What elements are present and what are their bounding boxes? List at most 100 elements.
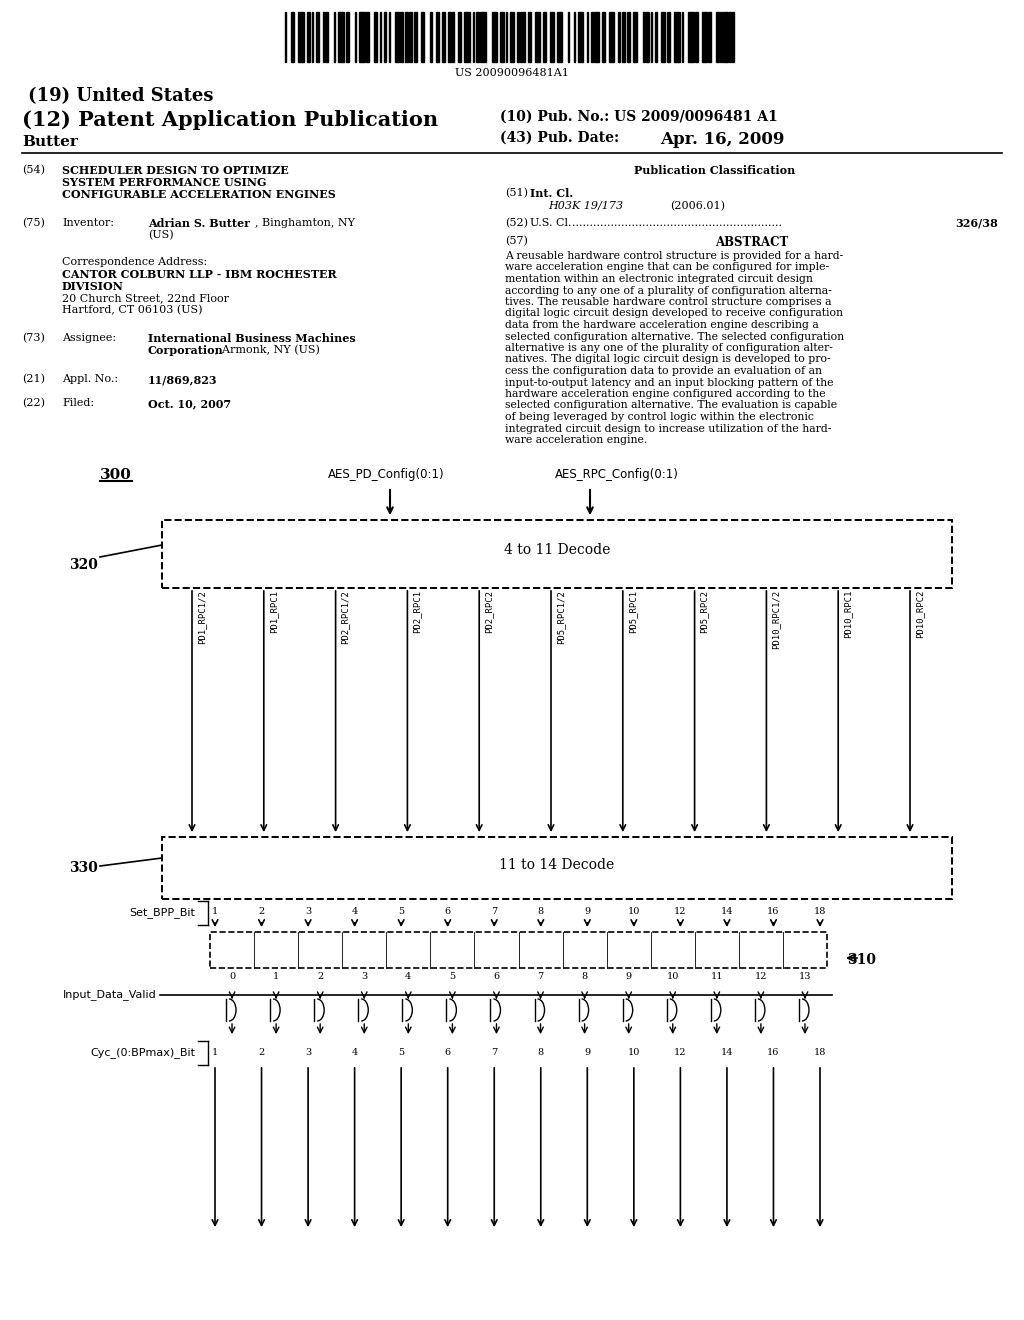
Bar — [646, 12, 649, 62]
Bar — [162, 837, 952, 899]
Bar — [520, 12, 522, 62]
Text: PD2_RPC1/2: PD2_RPC1/2 — [341, 590, 349, 644]
Text: 16: 16 — [767, 907, 779, 916]
Bar — [464, 12, 470, 62]
Bar — [536, 12, 540, 62]
Bar — [458, 12, 461, 62]
Bar — [359, 12, 365, 62]
Bar — [695, 12, 698, 62]
Text: AES_PD_Config(0:1): AES_PD_Config(0:1) — [328, 469, 444, 480]
Bar — [307, 12, 310, 62]
Text: mentation within an electronic integrated circuit design: mentation within an electronic integrate… — [505, 275, 813, 284]
Text: PD5_RPC1/2: PD5_RPC1/2 — [556, 590, 565, 644]
Bar — [400, 12, 403, 62]
Text: PD1_RPC1: PD1_RPC1 — [268, 590, 278, 634]
Text: 1: 1 — [273, 972, 280, 981]
Text: 300: 300 — [100, 469, 132, 482]
Text: 1: 1 — [212, 907, 218, 916]
Text: Int. Cl.: Int. Cl. — [530, 187, 573, 199]
Bar — [162, 520, 952, 587]
Text: PD10_RPC1: PD10_RPC1 — [843, 590, 852, 639]
Text: natives. The digital logic circuit design is developed to pro-: natives. The digital logic circuit desig… — [505, 355, 830, 364]
Bar — [602, 12, 605, 62]
Bar — [291, 12, 294, 62]
Text: 10: 10 — [667, 972, 679, 981]
Bar — [334, 12, 335, 62]
Text: Inventor:: Inventor: — [62, 218, 114, 228]
Bar — [702, 12, 707, 62]
Text: tives. The reusable hardware control structure comprises a: tives. The reusable hardware control str… — [505, 297, 831, 308]
Text: (51): (51) — [505, 187, 528, 198]
Text: US 20090096481A1: US 20090096481A1 — [455, 69, 569, 78]
Text: (75): (75) — [22, 218, 45, 228]
Text: , Binghamton, NY: , Binghamton, NY — [255, 218, 355, 228]
Text: ware acceleration engine.: ware acceleration engine. — [505, 436, 647, 445]
Text: (19) United States: (19) United States — [28, 87, 213, 106]
Bar — [587, 12, 589, 62]
Text: SCHEDULER DESIGN TO OPTIMIZE: SCHEDULER DESIGN TO OPTIMIZE — [62, 165, 289, 176]
Bar — [660, 12, 666, 62]
Text: Apr. 16, 2009: Apr. 16, 2009 — [660, 131, 784, 148]
Bar — [723, 12, 728, 62]
Text: 9: 9 — [585, 907, 591, 916]
Text: input-to-output latency and an input blocking pattern of the: input-to-output latency and an input blo… — [505, 378, 834, 388]
Text: 9: 9 — [585, 1048, 591, 1057]
Text: 4 to 11 Decode: 4 to 11 Decode — [504, 543, 610, 557]
Text: CONFIGURABLE ACCELERATION ENGINES: CONFIGURABLE ACCELERATION ENGINES — [62, 189, 336, 201]
Bar — [389, 12, 390, 62]
Bar — [506, 12, 507, 62]
Bar — [527, 12, 530, 62]
Text: alternative is any one of the plurality of configuration alter-: alternative is any one of the plurality … — [505, 343, 833, 352]
Text: 6: 6 — [444, 1048, 451, 1057]
Text: 11 to 14 Decode: 11 to 14 Decode — [500, 858, 614, 873]
Text: (43) Pub. Date:: (43) Pub. Date: — [500, 131, 620, 145]
Text: 2: 2 — [258, 1048, 264, 1057]
Bar — [414, 12, 417, 62]
Text: 7: 7 — [492, 1048, 498, 1057]
Text: 2: 2 — [258, 907, 264, 916]
Text: Corporation: Corporation — [148, 345, 224, 356]
Text: 4: 4 — [351, 907, 357, 916]
Text: 8: 8 — [538, 1048, 544, 1057]
Bar — [720, 12, 722, 62]
Text: (73): (73) — [22, 333, 45, 343]
Text: (21): (21) — [22, 374, 45, 384]
Text: selected configuration alternative. The selected configuration: selected configuration alternative. The … — [505, 331, 844, 342]
Bar — [394, 12, 399, 62]
Text: 320: 320 — [70, 558, 98, 572]
Text: (US): (US) — [148, 230, 174, 240]
Text: 7: 7 — [538, 972, 544, 981]
Text: 10: 10 — [628, 1048, 640, 1057]
Text: (10) Pub. No.: US 2009/0096481 A1: (10) Pub. No.: US 2009/0096481 A1 — [500, 110, 778, 124]
Text: PD2_RPC1: PD2_RPC1 — [413, 590, 422, 634]
Bar — [550, 12, 554, 62]
Bar — [594, 12, 599, 62]
Bar — [493, 12, 497, 62]
Bar — [567, 12, 569, 62]
Text: 18: 18 — [814, 1048, 826, 1057]
Text: 5: 5 — [398, 907, 404, 916]
Text: according to any one of a plurality of configuration alterna-: according to any one of a plurality of c… — [505, 285, 831, 296]
Text: H03K 19/173: H03K 19/173 — [548, 201, 624, 211]
Text: 10: 10 — [628, 907, 640, 916]
Bar — [655, 12, 656, 62]
Text: selected configuration alternative. The evaluation is capable: selected configuration alternative. The … — [505, 400, 838, 411]
Bar — [338, 12, 344, 62]
Text: 14: 14 — [721, 1048, 733, 1057]
Bar — [732, 12, 733, 62]
Text: ............................................................: ........................................… — [572, 218, 782, 228]
Text: 7: 7 — [492, 907, 498, 916]
Bar — [592, 12, 593, 62]
Text: 3: 3 — [305, 907, 311, 916]
Bar — [709, 12, 712, 62]
Bar — [729, 12, 730, 62]
Text: ABSTRACT: ABSTRACT — [716, 236, 788, 249]
Text: A reusable hardware control structure is provided for a hard-: A reusable hardware control structure is… — [505, 251, 843, 261]
Bar — [517, 12, 519, 62]
Text: digital logic circuit design developed to receive configuration: digital logic circuit design developed t… — [505, 309, 843, 318]
Text: 5: 5 — [398, 1048, 404, 1057]
Text: 3: 3 — [361, 972, 368, 981]
Bar — [510, 12, 514, 62]
Text: (57): (57) — [505, 236, 528, 247]
Bar — [354, 12, 356, 62]
